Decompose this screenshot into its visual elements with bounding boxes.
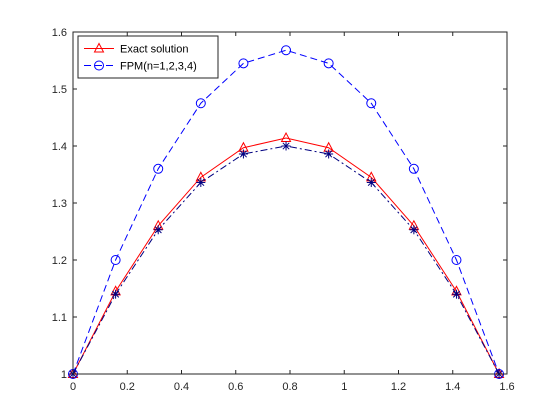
x-tick-label: 0 bbox=[70, 381, 76, 393]
series-1-line bbox=[72, 137, 500, 375]
x-tick-label: 1 bbox=[341, 381, 347, 393]
series-2-point bbox=[195, 98, 206, 109]
series-2-line bbox=[72, 49, 500, 375]
series-2-point bbox=[238, 58, 249, 69]
series-2-point bbox=[366, 98, 377, 109]
y-tick-label: 1.3 bbox=[52, 198, 67, 210]
y-tick-label: 1.5 bbox=[52, 84, 67, 96]
x-tick-label: 0.6 bbox=[228, 381, 243, 393]
x-tick-label: 0.4 bbox=[174, 381, 189, 393]
series-2-point bbox=[110, 255, 121, 265]
legend-entry: Exact solution bbox=[84, 42, 188, 56]
legend-label: FPM(n=1,2,3,4) bbox=[120, 61, 197, 73]
series-3-point bbox=[324, 149, 334, 159]
legend: Exact solution FPM(n=1,2,3,4) bbox=[77, 35, 219, 79]
series-3-point bbox=[196, 177, 206, 187]
plot-background bbox=[73, 32, 507, 374]
y-tick-label: 1.1 bbox=[52, 312, 67, 324]
series-3-point bbox=[366, 177, 376, 187]
series-3-point bbox=[409, 225, 419, 235]
series-3-point bbox=[111, 289, 121, 299]
y-tick-label: 1.6 bbox=[52, 27, 67, 39]
series-3-point bbox=[238, 149, 248, 159]
x-tick-label: 0.2 bbox=[120, 381, 135, 393]
series-2-point bbox=[408, 163, 419, 174]
legend-entry: FPM(n=1,2,3,4) bbox=[84, 60, 197, 73]
x-tick-label: 1.2 bbox=[391, 381, 406, 393]
series-3-point bbox=[281, 141, 291, 151]
y-tick-label: 1 bbox=[61, 369, 67, 381]
series-2-point bbox=[281, 45, 292, 56]
legend-label: Exact solution bbox=[120, 44, 188, 56]
series-layer bbox=[67, 45, 505, 379]
x-tick-label: 1.4 bbox=[445, 381, 460, 393]
x-tick-label: 0.8 bbox=[282, 381, 297, 393]
legend-marker bbox=[93, 42, 105, 53]
series-2-point bbox=[153, 163, 164, 174]
series-3-point bbox=[153, 225, 163, 235]
legend-marker bbox=[94, 60, 104, 71]
series-3-point bbox=[451, 289, 461, 299]
y-tick-label: 1.4 bbox=[52, 141, 67, 153]
legend-box bbox=[77, 35, 219, 79]
axis-layer: 0 0.2 0.4 0.6 0.8 1 1.2 1.4 1.6 1 1.1 1.2 1.3 1.4 1.5 1… bbox=[52, 27, 515, 393]
x-tick-label: 1.6 bbox=[499, 381, 514, 393]
y-tick-label: 1.2 bbox=[52, 255, 67, 267]
series-2-point bbox=[451, 255, 462, 265]
series-2-point bbox=[323, 58, 334, 69]
